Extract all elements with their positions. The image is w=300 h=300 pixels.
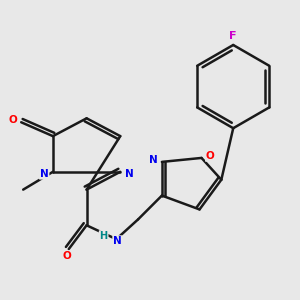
Text: N: N [40, 169, 49, 179]
Text: F: F [230, 31, 237, 41]
Text: N: N [149, 155, 158, 165]
Text: O: O [8, 115, 17, 125]
Text: N: N [124, 169, 134, 179]
Text: O: O [206, 151, 214, 161]
Text: O: O [62, 251, 71, 261]
Text: H: H [100, 231, 108, 241]
Text: N: N [113, 236, 122, 246]
